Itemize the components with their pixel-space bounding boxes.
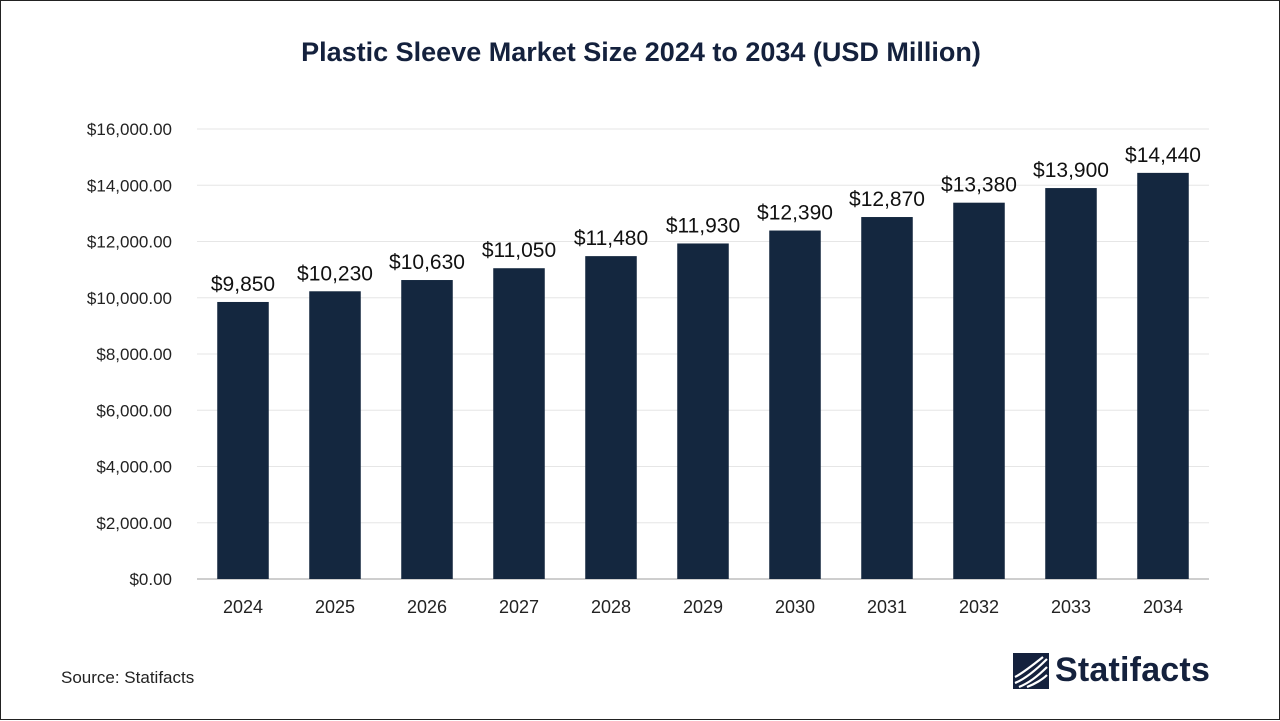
x-tick-label: 2031 xyxy=(867,597,907,617)
data-label: $10,630 xyxy=(389,251,465,274)
x-tick-label: 2030 xyxy=(775,597,815,617)
bar xyxy=(309,291,361,579)
bar xyxy=(217,301,269,579)
y-tick-label: $8,000.00 xyxy=(96,345,172,364)
y-tick-label: $0.00 xyxy=(129,570,172,589)
y-tick-label: $4,000.00 xyxy=(96,458,172,477)
data-label: $9,850 xyxy=(211,273,275,296)
bar xyxy=(953,202,1005,579)
y-tick-label: $16,000.00 xyxy=(87,120,172,139)
y-tick-label: $14,000.00 xyxy=(87,176,172,195)
data-label: $10,230 xyxy=(297,262,373,285)
chart-title: Plastic Sleeve Market Size 2024 to 2034 … xyxy=(301,37,981,67)
statifacts-logo-icon xyxy=(1013,652,1049,689)
data-label: $12,870 xyxy=(849,188,925,211)
data-label: $14,440 xyxy=(1125,144,1201,167)
bar xyxy=(1137,172,1189,579)
x-tick-label: 2032 xyxy=(959,597,999,617)
bar xyxy=(401,280,453,579)
x-tick-label: 2026 xyxy=(407,597,447,617)
x-tick-label: 2028 xyxy=(591,597,631,617)
x-tick-label: 2024 xyxy=(223,597,263,617)
y-tick-label: $2,000.00 xyxy=(96,514,172,533)
x-tick-label: 2033 xyxy=(1051,597,1091,617)
y-tick-label: $10,000.00 xyxy=(87,289,172,308)
brand-name: Statifacts xyxy=(1055,651,1211,689)
brand-logo: Statifacts xyxy=(1013,651,1210,690)
data-label: $12,390 xyxy=(757,202,833,225)
data-label: $13,900 xyxy=(1033,159,1109,182)
bar xyxy=(1045,188,1097,579)
bar xyxy=(585,256,637,579)
bar xyxy=(861,217,913,579)
y-tick-label: $12,000.00 xyxy=(87,233,172,252)
x-tick-label: 2027 xyxy=(499,597,539,617)
data-label: $11,480 xyxy=(574,227,648,250)
y-tick-label: $6,000.00 xyxy=(96,401,172,420)
bar xyxy=(769,230,821,579)
data-label: $13,380 xyxy=(941,174,1017,197)
x-tick-label: 2034 xyxy=(1143,597,1183,617)
x-tick-label: 2025 xyxy=(315,597,355,617)
bar xyxy=(493,268,545,579)
bar xyxy=(677,243,729,579)
data-label: $11,050 xyxy=(482,239,556,262)
data-label: $11,930 xyxy=(666,214,740,237)
x-tick-label: 2029 xyxy=(683,597,723,617)
source-note: Source: Statifacts xyxy=(61,668,195,687)
